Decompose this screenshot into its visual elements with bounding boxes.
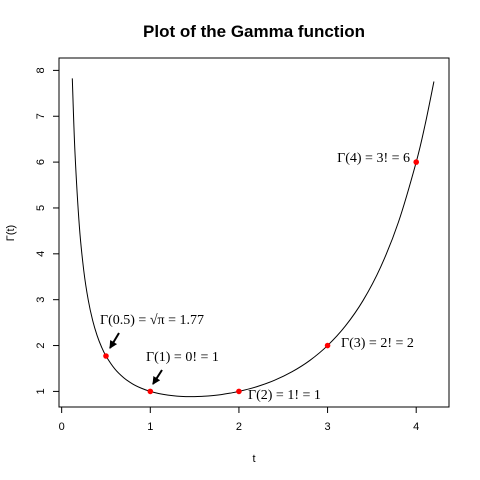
y-axis: 1 2 3 4 5 6 7 8 bbox=[35, 67, 59, 394]
highlight-point bbox=[236, 389, 242, 395]
highlight-point bbox=[103, 353, 109, 359]
annotation-label: Γ(2) = 1! = 1 bbox=[248, 388, 321, 403]
y-axis-label: Γ(t) bbox=[5, 225, 17, 241]
x-axis-label: t bbox=[252, 453, 255, 465]
y-tick-label: 5 bbox=[35, 205, 47, 211]
highlight-point bbox=[413, 159, 419, 165]
y-tick-label: 1 bbox=[35, 388, 47, 394]
x-tick-label: 3 bbox=[325, 421, 331, 433]
highlight-point bbox=[325, 343, 331, 349]
y-tick-label: 3 bbox=[35, 297, 47, 303]
annotation-label: Γ(4) = 3! = 6 bbox=[337, 151, 410, 166]
x-axis: 0 1 2 3 4 bbox=[59, 407, 420, 433]
x-tick-label: 2 bbox=[236, 421, 242, 433]
highlight-point bbox=[147, 389, 153, 395]
y-tick-label: 8 bbox=[35, 67, 47, 73]
x-tick-label: 4 bbox=[413, 421, 419, 433]
y-tick-label: 6 bbox=[35, 159, 47, 165]
y-tick-label: 2 bbox=[35, 342, 47, 348]
x-tick-label: 1 bbox=[147, 421, 153, 433]
point-annotations: Γ(0.5) = √π = 1.77 Γ(1) = 0! = 1 Γ(2) = 1!… bbox=[100, 151, 414, 403]
annotation-label: Γ(1) = 0! = 1 bbox=[146, 350, 219, 365]
annotation-label: Γ(3) = 2! = 2 bbox=[341, 336, 414, 351]
annotation-arrow bbox=[110, 333, 119, 348]
chart-title: Plot of the Gamma function bbox=[143, 22, 365, 41]
y-tick-label: 4 bbox=[35, 251, 47, 257]
y-tick-label: 7 bbox=[35, 113, 47, 119]
x-tick-label: 0 bbox=[59, 421, 65, 433]
plot-frame bbox=[59, 58, 449, 407]
annotation-label: Γ(0.5) = √π = 1.77 bbox=[100, 313, 204, 328]
annotation-arrow bbox=[153, 370, 162, 384]
